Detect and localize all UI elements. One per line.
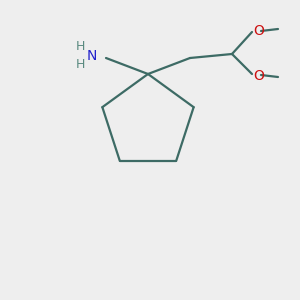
Text: O: O bbox=[253, 24, 264, 38]
Text: H: H bbox=[75, 58, 85, 71]
Text: O: O bbox=[253, 69, 264, 83]
Text: N: N bbox=[87, 49, 97, 63]
Text: H: H bbox=[75, 40, 85, 53]
